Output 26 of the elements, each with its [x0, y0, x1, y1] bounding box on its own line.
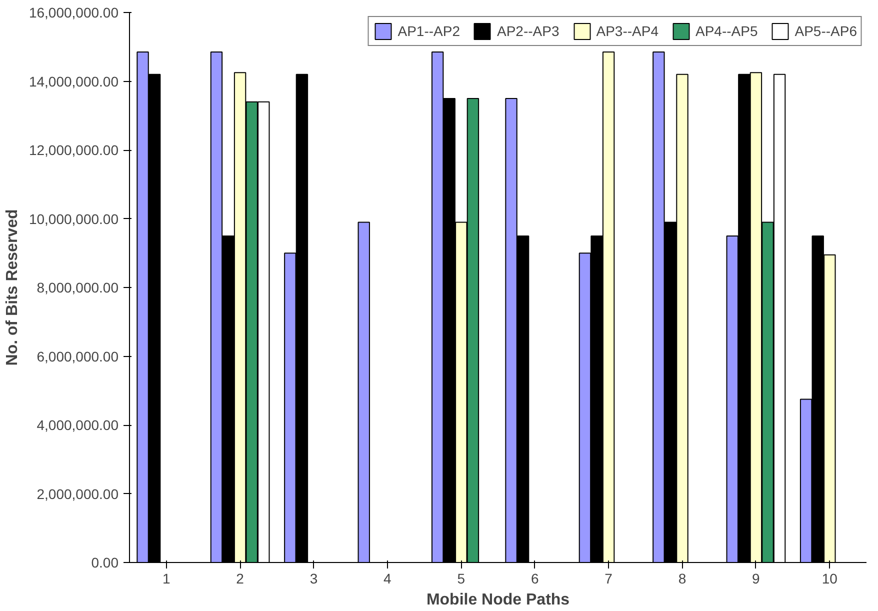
y-tick-label: 6,000,000.00: [36, 348, 119, 364]
y-tick-label: 2,000,000.00: [36, 486, 119, 502]
y-tick-label: 12,000,000.00: [28, 142, 119, 158]
x-tick-label: 2: [236, 570, 244, 586]
y-tick-label: 4,000,000.00: [36, 417, 119, 433]
x-tick-label: 7: [604, 570, 613, 586]
legend-label: AP4--AP5: [696, 23, 758, 39]
legend-label: AP1--AP2: [398, 23, 460, 39]
y-tick-label: 10,000,000.00: [28, 210, 119, 227]
x-tick-label: 1: [162, 570, 170, 586]
x-tick-label: 8: [678, 570, 686, 586]
x-tick-label: 4: [384, 570, 392, 586]
x-tick-label: 6: [530, 570, 539, 586]
y-tick-label: 16,000,000.00: [28, 4, 119, 20]
x-tick-label: 10: [822, 570, 838, 586]
y-tick-label: 8,000,000.00: [36, 280, 119, 296]
y-tick-label: 14,000,000.00: [28, 73, 119, 90]
y-tick-label: 0.00: [91, 554, 119, 570]
legend-label: AP3--AP4: [596, 23, 658, 39]
x-tick-label: 9: [752, 570, 760, 586]
y-axis-title: No. of Bits Reserved: [4, 209, 21, 366]
x-tick-label: 3: [310, 570, 318, 586]
x-axis-title: Mobile Node Paths: [426, 592, 570, 608]
legend-label: AP5--AP6: [794, 23, 857, 39]
legend-label: AP2--AP3: [497, 23, 560, 39]
x-tick-label: 5: [457, 570, 466, 586]
